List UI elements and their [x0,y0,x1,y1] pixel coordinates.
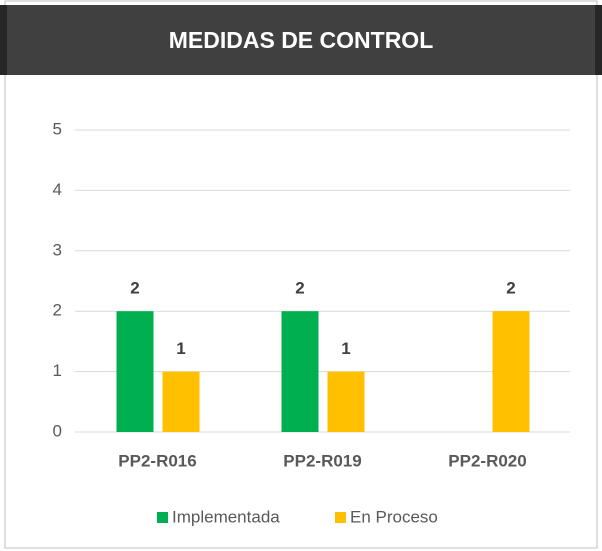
chart-frame [4,0,598,549]
y-tick-label: 5 [53,119,62,138]
data-label: 2 [295,279,304,298]
data-label: 1 [176,339,185,358]
x-tick-label: PP2-R019 [283,451,361,470]
data-label: 2 [130,279,139,298]
bar [492,311,530,432]
y-tick-label: 1 [53,361,62,380]
data-label: 1 [341,339,350,358]
legend-swatch [157,512,168,523]
bar [162,371,200,432]
data-label: 2 [506,279,515,298]
bar [327,371,365,432]
chart-title: MEDIDAS DE CONTROL [169,27,434,53]
bar [116,311,154,432]
header [7,5,595,75]
legend-label: Implementada [172,507,280,526]
y-tick-label: 4 [53,180,62,199]
x-tick-label: PP2-R016 [118,451,196,470]
x-tick-label: PP2-R020 [448,451,526,470]
legend-swatch [335,512,346,523]
y-tick-label: 0 [53,421,62,440]
legend-label: En Proceso [350,507,438,526]
y-tick-label: 3 [53,240,62,259]
y-tick-label: 2 [53,301,62,320]
bar [281,311,319,432]
